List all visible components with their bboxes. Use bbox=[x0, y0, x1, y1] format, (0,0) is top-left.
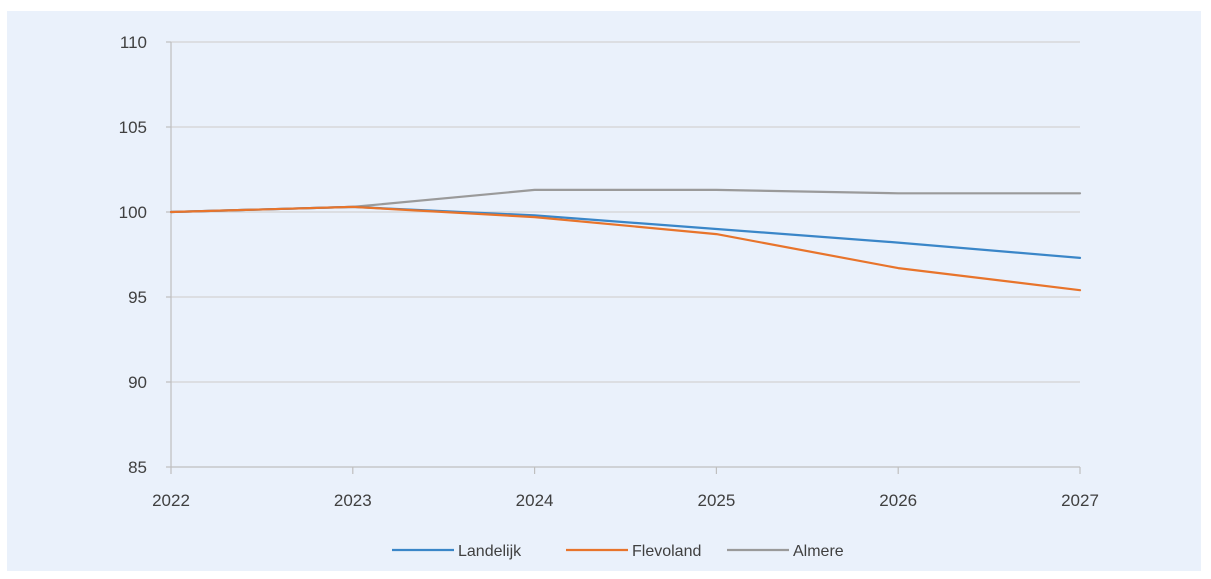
y-tick-label-90: 90 bbox=[128, 373, 147, 392]
legend-label-landelijk: Landelijk bbox=[458, 543, 522, 560]
chart-panel bbox=[7, 11, 1201, 571]
x-tick-label-2027: 2027 bbox=[1061, 491, 1099, 510]
grid-lines bbox=[171, 41, 1080, 383]
legend: Landelijk Flevoland Almere bbox=[392, 543, 844, 560]
x-tick-label-2024: 2024 bbox=[516, 491, 554, 510]
x-tick-label-2022: 2022 bbox=[152, 491, 190, 510]
legend-item-landelijk: Landelijk bbox=[392, 543, 522, 560]
y-tick-label-85: 85 bbox=[128, 458, 147, 477]
tick-labels: 85 90 95 100 105 110 2022 2023 2024 2025 2026 2027 bbox=[119, 33, 1099, 510]
y-tick-label-100: 100 bbox=[119, 203, 147, 222]
axes bbox=[166, 41, 1081, 474]
series-line-flevoland bbox=[169, 205, 1082, 292]
legend-label-almere: Almere bbox=[793, 543, 844, 560]
legend-item-almere: Almere bbox=[727, 543, 844, 560]
x-tick-label-2026: 2026 bbox=[879, 491, 917, 510]
legend-label-flevoland: Flevoland bbox=[632, 543, 701, 560]
legend-item-flevoland: Flevoland bbox=[566, 543, 701, 560]
series-lines bbox=[169, 188, 1082, 292]
y-tick-label-110: 110 bbox=[120, 33, 147, 52]
y-tick-label-95: 95 bbox=[128, 288, 147, 307]
series-line-landelijk bbox=[169, 205, 1082, 259]
y-tick-label-105: 105 bbox=[119, 118, 147, 137]
x-tick-label-2025: 2025 bbox=[697, 491, 735, 510]
x-tick-label-2023: 2023 bbox=[334, 491, 372, 510]
